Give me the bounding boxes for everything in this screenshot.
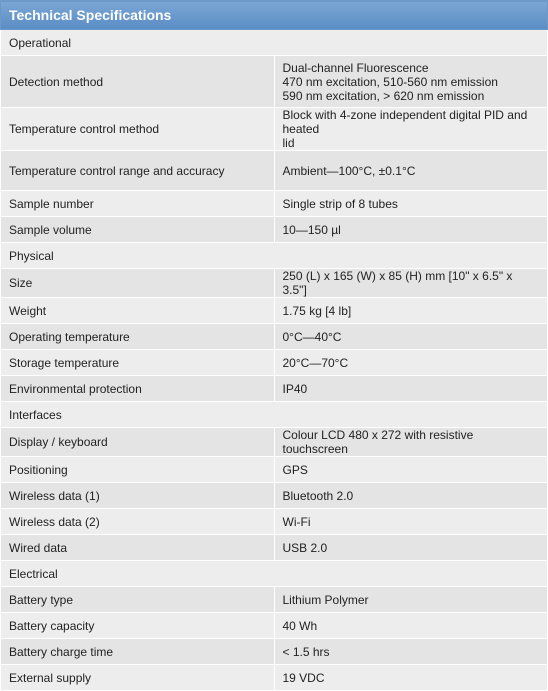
spec-value: 20°C—70°C (273, 349, 548, 376)
table-header-row: Technical Specifications (0, 0, 548, 30)
spec-value-line: 19 VDC (282, 670, 325, 685)
spec-label: Temperature control method (0, 107, 275, 151)
spec-value-line: 1.75 kg [4 lb] (282, 303, 352, 318)
section-header-row: Physical (0, 242, 548, 269)
spec-value: 250 (L) x 165 (W) x 85 (H) mm [10" x 6.5… (273, 268, 548, 298)
spec-row: Weight 1.75 kg [4 lb] (0, 297, 548, 324)
spec-row: Positioning GPS (0, 456, 548, 483)
spec-label: Display / keyboard (0, 427, 275, 457)
section-label: Operational (0, 29, 548, 56)
spec-row: Display / keyboard Colour LCD 480 x 272 w… (0, 427, 548, 457)
spec-label: Battery type (0, 586, 275, 613)
spec-value-line: GPS (282, 462, 308, 477)
spec-label: Wired data (0, 534, 275, 561)
spec-value-line: 250 (L) x 165 (W) x 85 (H) mm [10" x 6.5… (282, 269, 513, 297)
spec-row: Operating temperature 0°C—40°C (0, 323, 548, 350)
spec-value-line: lid (282, 136, 295, 150)
spec-row: Size 250 (L) x 165 (W) x 85 (H) mm [10" x… (0, 268, 548, 298)
spec-row: External supply 19 VDC (0, 664, 548, 691)
table-title: Technical Specifications (0, 0, 548, 30)
spec-value-line: 10—150 µl (282, 222, 341, 237)
spec-label: Weight (0, 297, 275, 324)
spec-row: Battery type Lithium Polymer (0, 586, 548, 613)
spec-label: Sample number (0, 190, 275, 217)
spec-row: Battery capacity 40 Wh (0, 612, 548, 639)
spec-value: Dual-channel Fluorescence 470 nm excitati… (273, 55, 548, 108)
spec-value: Ambient—100°C, ±0.1°C (273, 150, 548, 191)
spec-label: Storage temperature (0, 349, 275, 376)
table-body: Operational Detection method Dual-channel … (0, 29, 548, 691)
spec-value-line: 590 nm excitation, > 620 nm emission (282, 88, 485, 103)
spec-value: < 1.5 hrs (273, 638, 548, 665)
section-label: Physical (0, 242, 548, 269)
spec-row: Wireless data (2) Wi-Fi (0, 508, 548, 535)
spec-row: Sample number Single strip of 8 tubes (0, 190, 548, 217)
section-label: Interfaces (0, 401, 548, 428)
section-header-row: Operational (0, 29, 548, 56)
spec-value: Lithium Polymer (273, 586, 548, 613)
spec-label: Size (0, 268, 275, 298)
spec-row: Temperature control method Block with 4-z… (0, 107, 548, 151)
spec-value-line: 40 Wh (282, 618, 318, 633)
spec-value: USB 2.0 (273, 534, 548, 561)
spec-value-line: Wi-Fi (282, 514, 311, 529)
spec-label: Battery capacity (0, 612, 275, 639)
spec-value: 10—150 µl (273, 216, 548, 243)
spec-label: Wireless data (2) (0, 508, 275, 535)
spec-value: 19 VDC (273, 664, 548, 691)
spec-value-line: USB 2.0 (282, 540, 328, 555)
spec-label: Sample volume (0, 216, 275, 243)
spec-value: Block with 4-zone independent digital PI… (273, 107, 548, 151)
section-header-row: Electrical (0, 560, 548, 587)
spec-value-line: Lithium Polymer (282, 592, 369, 607)
spec-row: Wireless data (1) Bluetooth 2.0 (0, 482, 548, 509)
spec-value-line: Single strip of 8 tubes (282, 196, 398, 211)
spec-value-line: 470 nm excitation, 510-560 nm emission (282, 74, 498, 89)
spec-value-line: Block with 4-zone independent digital PI… (282, 108, 528, 136)
spec-value: 40 Wh (273, 612, 548, 639)
spec-value: Bluetooth 2.0 (273, 482, 548, 509)
spec-value: Wi-Fi (273, 508, 548, 535)
spec-value-line: Colour LCD 480 x 272 with resistive touc… (282, 428, 474, 456)
spec-value-line: 20°C—70°C (282, 355, 349, 370)
spec-value: IP40 (273, 375, 548, 402)
spec-label: Wireless data (1) (0, 482, 275, 509)
spec-value: 0°C—40°C (273, 323, 548, 350)
section-label: Electrical (0, 560, 548, 587)
spec-label: Detection method (0, 55, 275, 108)
spec-row: Battery charge time < 1.5 hrs (0, 638, 548, 665)
spec-label: Battery charge time (0, 638, 275, 665)
spec-value: Colour LCD 480 x 272 with resistive touc… (273, 427, 548, 457)
spec-row: Sample volume 10—150 µl (0, 216, 548, 243)
spec-value-line: Bluetooth 2.0 (282, 488, 354, 503)
spec-row: Environmental protection IP40 (0, 375, 548, 402)
spec-value-line: Ambient—100°C, ±0.1°C (282, 163, 416, 178)
spec-value: GPS (273, 456, 548, 483)
spec-value-line: 0°C—40°C (282, 329, 342, 344)
spec-label: Positioning (0, 456, 275, 483)
spec-row: Detection method Dual-channel Fluorescenc… (0, 55, 548, 108)
spec-row: Temperature control range and accuracy Am… (0, 150, 548, 191)
spec-value: Single strip of 8 tubes (273, 190, 548, 217)
spec-value-line: IP40 (282, 381, 308, 396)
spec-label: External supply (0, 664, 275, 691)
spec-label: Environmental protection (0, 375, 275, 402)
spec-label: Temperature control range and accuracy (0, 150, 275, 191)
spec-value: 1.75 kg [4 lb] (273, 297, 548, 324)
spec-label: Operating temperature (0, 323, 275, 350)
spec-value-line: < 1.5 hrs (282, 644, 330, 659)
section-header-row: Interfaces (0, 401, 548, 428)
spec-row: Storage temperature 20°C—70°C (0, 349, 548, 376)
spec-row: Wired data USB 2.0 (0, 534, 548, 561)
spec-value-line: Dual-channel Fluorescence (282, 60, 429, 75)
